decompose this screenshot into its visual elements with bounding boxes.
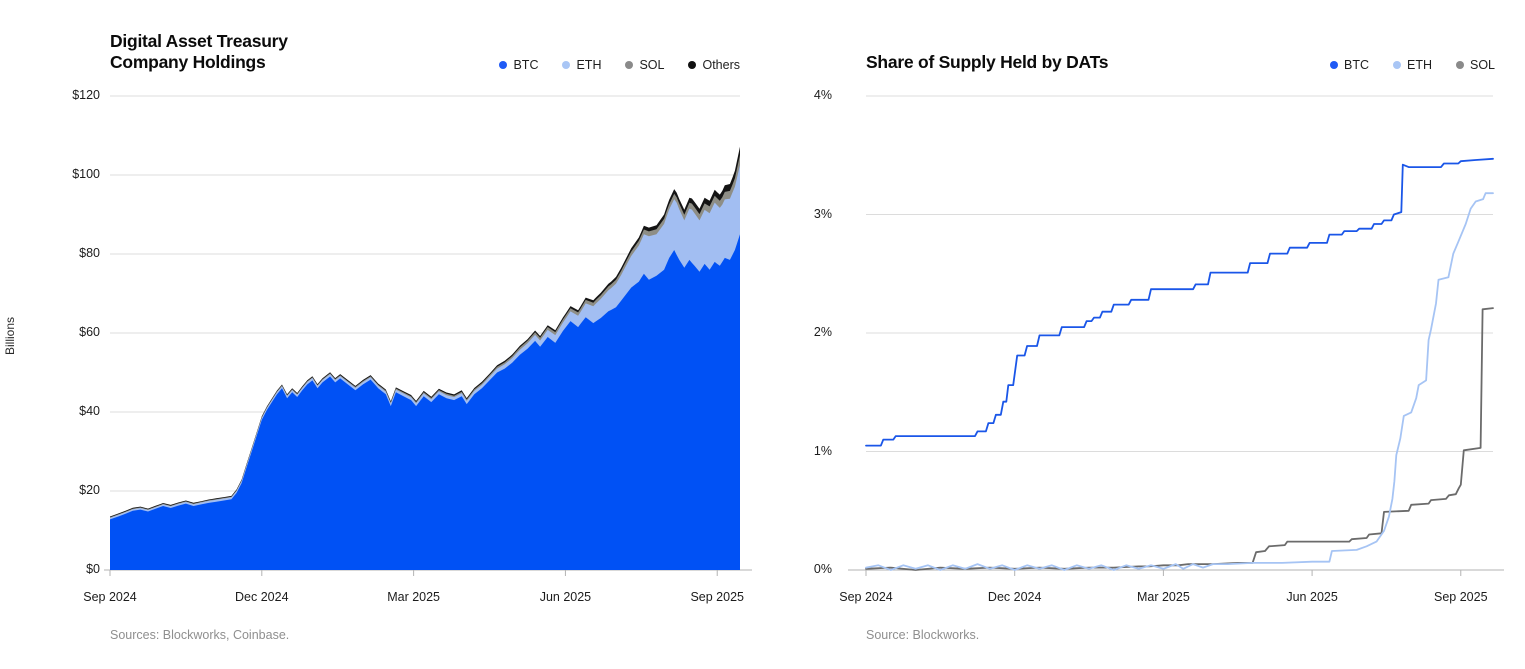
x-axis-tick-label: Sep 2025 bbox=[1434, 590, 1488, 604]
y-axis-tick-label: $0 bbox=[86, 562, 100, 576]
x-axis-tick-label: Mar 2025 bbox=[1136, 590, 1190, 604]
legend-label: BTC bbox=[1343, 58, 1369, 72]
x-axis-tick-label: Mar 2025 bbox=[387, 590, 441, 604]
line-series-eth bbox=[865, 192, 1494, 571]
y-axis-tick-label: 0% bbox=[813, 562, 832, 576]
legend-item-sol: SOL bbox=[625, 58, 664, 72]
y-axis-tick-label: 2% bbox=[813, 325, 832, 339]
legend-item-eth: ETH bbox=[1392, 58, 1432, 72]
left-chart-title: Digital Asset Treasury Company Holdings bbox=[110, 31, 288, 73]
legend-dot-sol-icon bbox=[625, 61, 634, 69]
left-chart-source: Sources: Blockworks, Coinbase. bbox=[110, 628, 290, 642]
legend-dot-btc-icon bbox=[499, 61, 508, 69]
legend-dot-eth-icon bbox=[1392, 61, 1401, 69]
x-axis-tick-label: Sep 2025 bbox=[690, 590, 744, 604]
area-series-btc bbox=[110, 234, 740, 571]
legend-dot-others-icon bbox=[688, 61, 697, 69]
left-chart-legend: BTC ETH SOL Others bbox=[499, 58, 740, 72]
legend-dot-sol-icon bbox=[1455, 61, 1464, 69]
x-axis-tick-label: Sep 2024 bbox=[83, 590, 137, 604]
right-chart-source: Source: Blockworks. bbox=[866, 628, 980, 642]
legend-label: BTC bbox=[513, 58, 539, 72]
y-axis-tick-label: 1% bbox=[813, 443, 832, 458]
y-axis-tick-label: $40 bbox=[79, 404, 100, 418]
legend-item-btc: BTC bbox=[499, 58, 538, 72]
right-chart-title-line1: Share of Supply Held by DATs bbox=[866, 52, 1109, 72]
legend-label: ETH bbox=[576, 58, 602, 72]
x-axis-tick-label: Jun 2025 bbox=[1286, 590, 1338, 604]
y-axis-tick-label: 3% bbox=[813, 206, 832, 221]
y-axis-tick-label: $80 bbox=[79, 246, 100, 260]
legend-label: ETH bbox=[1406, 58, 1432, 72]
legend-label: Others bbox=[702, 58, 740, 72]
legend-dot-eth-icon bbox=[562, 61, 571, 69]
legend-label: SOL bbox=[1469, 58, 1495, 72]
x-axis-tick-label: Dec 2024 bbox=[235, 590, 289, 604]
legend-dot-btc-icon bbox=[1329, 61, 1338, 69]
y-axis-tick-label: 4% bbox=[813, 88, 832, 102]
legend-label: SOL bbox=[639, 58, 665, 72]
y-axis-tick-label: $120 bbox=[72, 88, 100, 102]
left-chart-title-line1: Digital Asset Treasury bbox=[110, 31, 288, 51]
line-series-sol bbox=[865, 307, 1494, 571]
legend-item-btc: BTC bbox=[1329, 58, 1369, 72]
left-y-axis-title: Billions bbox=[3, 317, 17, 356]
left-chart-title-line2: Company Holdings bbox=[110, 52, 266, 72]
y-axis-tick-label: $100 bbox=[72, 167, 100, 181]
legend-item-others: Others bbox=[688, 58, 740, 72]
legend-item-sol: SOL bbox=[1455, 58, 1495, 72]
x-axis-tick-label: Dec 2024 bbox=[987, 590, 1042, 604]
y-axis-tick-label: $60 bbox=[79, 325, 100, 339]
line-series-btc bbox=[865, 157, 1494, 447]
legend-item-eth: ETH bbox=[562, 58, 601, 72]
x-axis-tick-label: Sep 2024 bbox=[839, 590, 893, 604]
x-axis-tick-label: Jun 2025 bbox=[539, 590, 592, 604]
y-axis-tick-label: $20 bbox=[79, 483, 100, 497]
right-chart-title: Share of Supply Held by DATs bbox=[866, 52, 1109, 73]
right-chart-legend: BTC ETH SOL bbox=[1329, 58, 1495, 72]
